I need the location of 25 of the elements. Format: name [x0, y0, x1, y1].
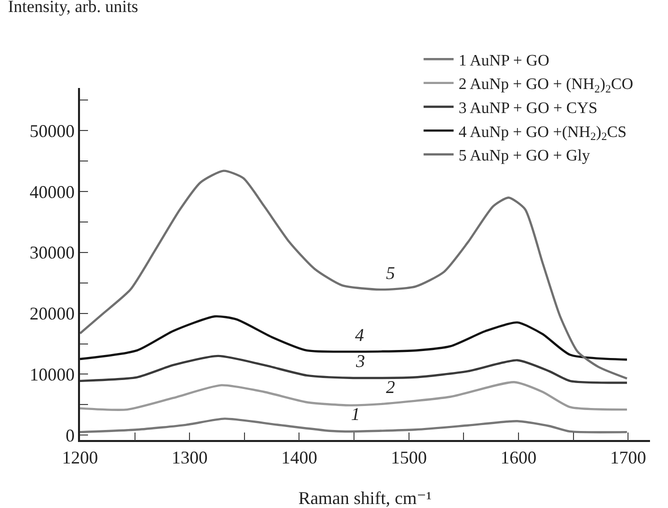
y-tick-label: 30000: [30, 242, 75, 263]
annotation: 4: [355, 325, 364, 345]
annotation: 3: [355, 351, 365, 371]
annotation: 2: [386, 377, 395, 397]
x-tick-label: 1600: [500, 447, 536, 468]
legend-label: 5 AuNp + GO + Gly: [458, 148, 590, 165]
line-series: [80, 170, 628, 380]
annotation: 5: [386, 263, 395, 283]
y-axis-title: Intensity, arb. units: [8, 0, 138, 16]
x-tick-label: 1500: [390, 447, 427, 468]
x-tick-label: 1200: [62, 447, 98, 468]
legend-label: 4 AuNp + GO +(NH$_{2}$)$_{2}$CS: [458, 124, 627, 144]
y-tick-label: 0: [66, 425, 75, 446]
x-tick-label: 1700: [610, 447, 646, 468]
y-tick-label: 50000: [30, 120, 75, 141]
y-tick-label: 40000: [30, 182, 75, 202]
x-tick-label: 1400: [281, 447, 318, 468]
x-tick-label: 1300: [172, 447, 208, 468]
x-axis-title: Raman shift, cm⁻¹: [298, 488, 432, 508]
annotation: 1: [351, 404, 360, 424]
y-tick-label: 20000: [30, 304, 75, 324]
legend-label: 3 AuNP + GO + CYS: [458, 100, 598, 117]
legend-label: 1 AuNP + GO: [458, 52, 550, 70]
legend-label: 2 AuNp + GO + (NH$_{2}$)$_{2}$CO: [458, 76, 634, 96]
y-tick-label: 10000: [30, 364, 75, 385]
